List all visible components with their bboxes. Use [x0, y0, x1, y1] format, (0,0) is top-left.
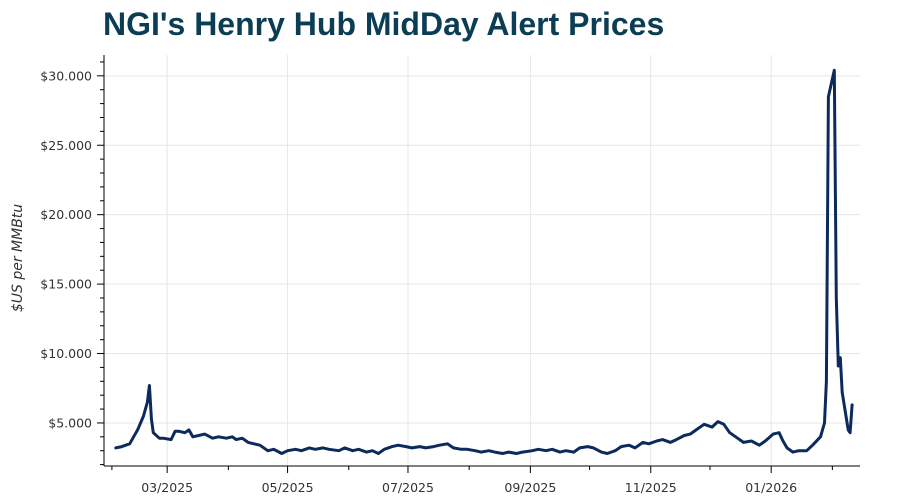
grid-lines [104, 55, 860, 466]
x-tick-label: 01/2026 [745, 480, 797, 495]
y-tick-label: $20.000 [40, 207, 92, 222]
y-axis-label: $US per MMBtu [10, 204, 26, 312]
x-tick-label: 03/2025 [141, 480, 193, 495]
series-layer [114, 68, 854, 455]
x-tick-label: 11/2025 [625, 480, 677, 495]
y-tick-label: $30.000 [40, 68, 92, 83]
x-tick-label: 05/2025 [262, 480, 314, 495]
y-tick-label: $10.000 [40, 346, 92, 361]
y-tick-label: $5.000 [48, 415, 92, 430]
axes: $5.000 $10.000 $15.000 $20.000 $25.000 $30.00… [40, 55, 860, 495]
price-series-line [114, 68, 854, 455]
x-tick-label: 07/2025 [382, 480, 434, 495]
chart-title: NGI's Henry Hub MidDay Alert Prices [103, 6, 665, 42]
x-tick-label: 09/2025 [504, 480, 556, 495]
y-tick-label: $25.000 [40, 138, 92, 153]
y-tick-label: $15.000 [40, 277, 92, 292]
